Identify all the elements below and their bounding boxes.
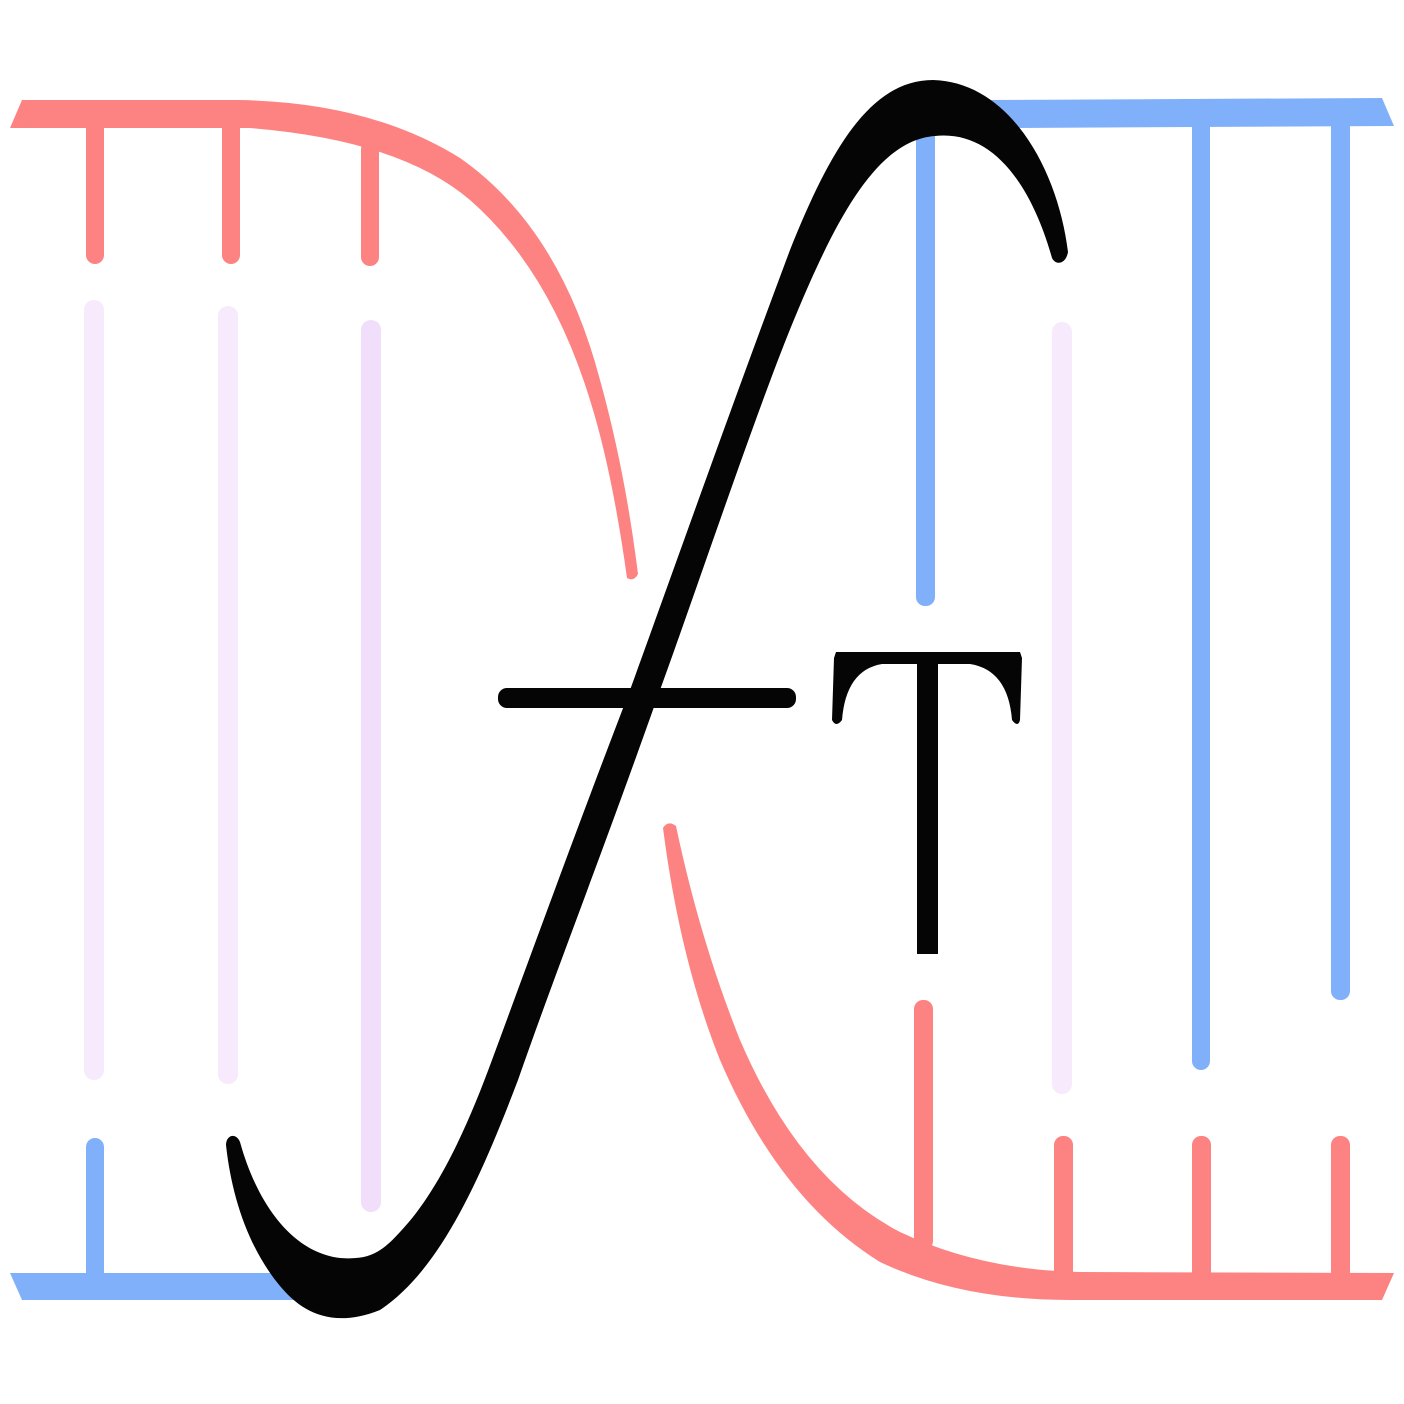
- top-left-red-tooth-2: [222, 118, 240, 264]
- transpose-t-icon: [832, 652, 1022, 954]
- lavender-line-1: [84, 300, 104, 1080]
- bottom-left-blue-bar: [10, 1273, 310, 1300]
- top-left-red-tooth-1: [86, 118, 104, 264]
- lavender-line-4: [1052, 322, 1072, 1094]
- transpose-t-glyph: [832, 652, 1022, 954]
- top-left-red-rail: [10, 100, 638, 580]
- bottom-right-red-tooth-4: [1331, 1136, 1350, 1282]
- bottom-right-red-tooth-3: [1192, 1136, 1211, 1282]
- integral-crossbar: [498, 688, 796, 708]
- top-right-blue-tooth-3: [1331, 118, 1350, 1000]
- top-left-red-tooth-3: [361, 140, 379, 266]
- top-right-blue-bar: [985, 98, 1394, 128]
- top-right-blue-rail: [916, 98, 1394, 1070]
- bottom-right-red-tooth-2: [1054, 1136, 1073, 1282]
- integral-icon: [226, 80, 1068, 1319]
- bottom-right-red-tooth-1: [914, 1000, 933, 1250]
- lavender-line-3: [361, 320, 381, 1212]
- bottom-right-red-rail: [663, 823, 1394, 1300]
- top-right-blue-tooth-1: [916, 128, 935, 606]
- bottom-left-blue-rail: [10, 1138, 310, 1300]
- top-left-red-bar: [10, 100, 638, 580]
- lavender-line-2: [218, 306, 238, 1084]
- left-lavender-lines: [84, 300, 381, 1212]
- bottom-right-red-bar: [663, 823, 1394, 1300]
- bottom-left-blue-tooth: [86, 1138, 104, 1284]
- top-right-blue-tooth-2: [1192, 118, 1210, 1070]
